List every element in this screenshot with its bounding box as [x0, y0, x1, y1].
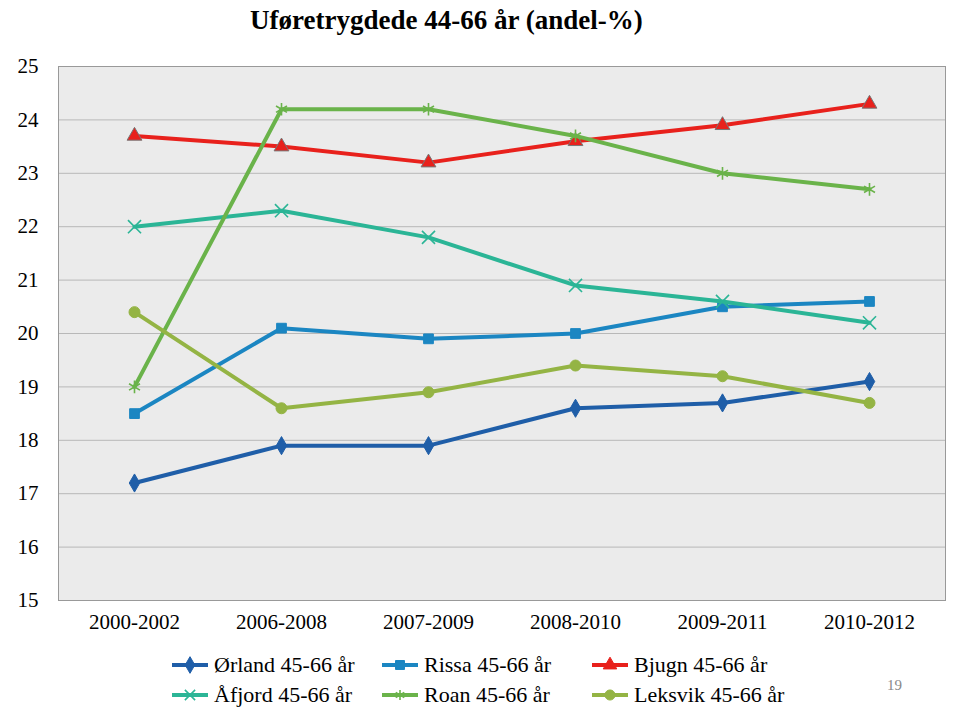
- svg-text:2006-2008: 2006-2008: [236, 610, 327, 634]
- html-text:Rissa 45-66 år: Rissa 45-66 år: [424, 652, 552, 677]
- svg-text:16: 16: [18, 535, 39, 559]
- html-text:Leksvik 45-66 år: Leksvik 45-66 år: [634, 682, 785, 707]
- svg-text:25: 25: [18, 54, 39, 78]
- svg-text:18: 18: [18, 428, 39, 452]
- svg-text:19: 19: [18, 375, 39, 399]
- html-text:Uføretrygdede 44-66 år (andel-: Uføretrygdede 44-66 år (andel-%): [250, 5, 643, 35]
- html-text:Bjugn 45-66 år: Bjugn 45-66 år: [634, 652, 768, 677]
- html-text:Åfjord 45-66 år: Åfjord 45-66 år: [214, 682, 353, 707]
- svg-text:23: 23: [18, 161, 39, 185]
- html-text:19: 19: [887, 677, 902, 693]
- svg-text:2010-2012: 2010-2012: [824, 610, 915, 634]
- svg-text:24: 24: [18, 108, 40, 132]
- svg-text:2008-2010: 2008-2010: [530, 610, 621, 634]
- svg-text:15: 15: [18, 588, 39, 612]
- html-text:Roan 45-66 år: Roan 45-66 år: [424, 682, 550, 707]
- svg-text:2007-2009: 2007-2009: [383, 610, 474, 634]
- svg-text:2009-2011: 2009-2011: [677, 610, 767, 634]
- html-text:Ørland 45-66 år: Ørland 45-66 år: [214, 652, 355, 677]
- svg-text:20: 20: [18, 321, 39, 345]
- svg-text:22: 22: [18, 214, 39, 238]
- svg-text:21: 21: [18, 268, 39, 292]
- svg-text:2000-2002: 2000-2002: [89, 610, 180, 634]
- svg-text:17: 17: [18, 481, 39, 505]
